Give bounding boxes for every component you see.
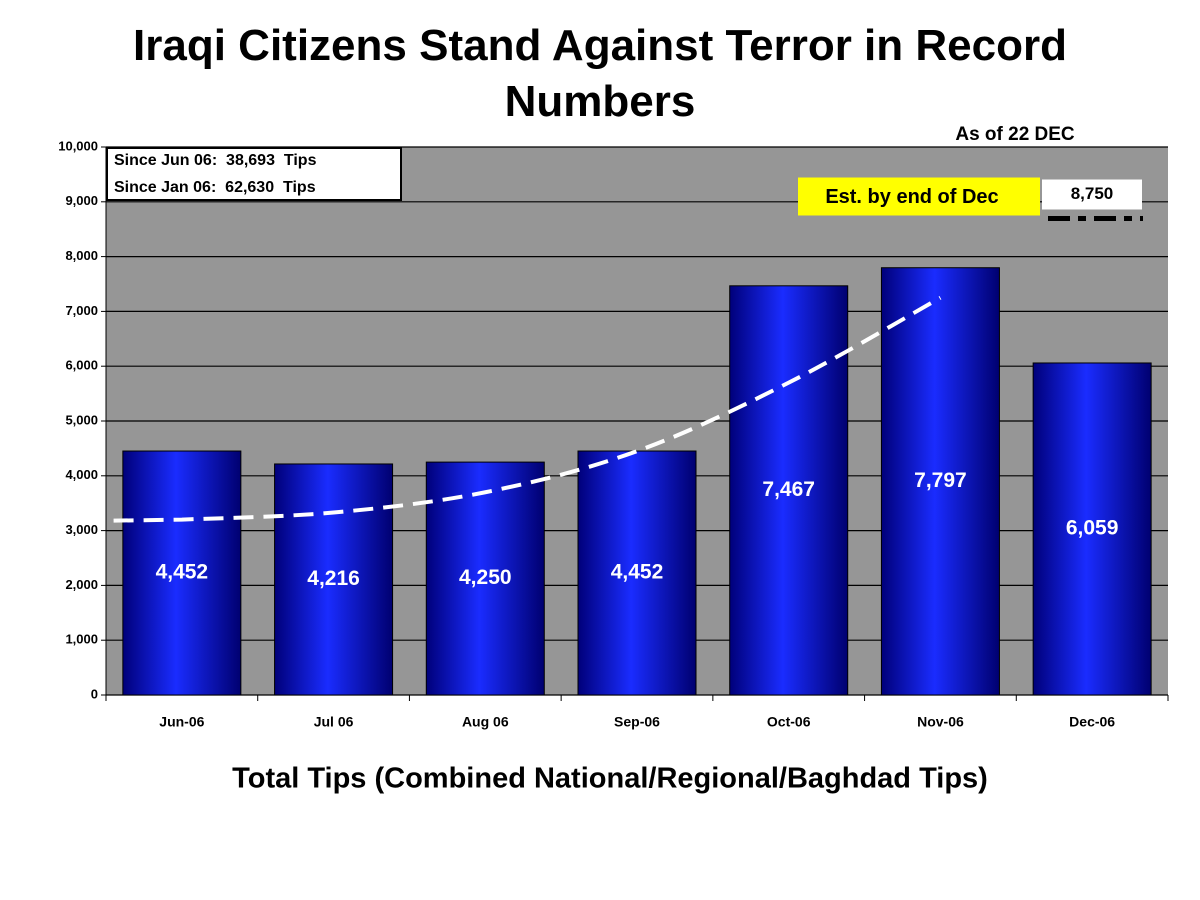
y-tick-label: 9,000 <box>65 193 98 208</box>
bar <box>1032 362 1152 696</box>
x-tick-label: Oct-06 <box>767 714 811 730</box>
estimate-label-box <box>798 177 1040 216</box>
value-label: 4,250 <box>459 566 512 589</box>
x-tick-label: Jun-06 <box>159 714 204 730</box>
value-label: 4,452 <box>611 561 664 584</box>
value-label: 7,467 <box>762 478 815 501</box>
bar <box>577 450 697 696</box>
trend-line <box>113 295 942 523</box>
bar <box>729 285 849 696</box>
bar <box>274 463 394 696</box>
chart-title: Iraqi Citizens Stand Against Terror in R… <box>133 21 1067 126</box>
x-tick-label: Dec-06 <box>1069 714 1115 730</box>
estimate-label: Est. by end of Dec <box>825 186 998 208</box>
x-axis-label: Total Tips (Combined National/Regional/B… <box>232 763 988 795</box>
y-tick-label: 7,000 <box>65 303 98 318</box>
annotation: Since Jan 06: 62,630 Tips <box>114 179 316 196</box>
value-label: 7,797 <box>914 469 967 492</box>
y-tick-label: 10,000 <box>58 138 98 153</box>
estimate-value-box <box>1042 179 1142 210</box>
y-tick-label: 6,000 <box>65 358 98 373</box>
annotation-box <box>106 147 402 201</box>
value-label: 6,059 <box>1066 517 1119 540</box>
annotation: Since Jun 06: 38,693 Tips <box>114 152 317 169</box>
x-tick-label: Nov-06 <box>917 714 964 730</box>
bar <box>880 267 1000 696</box>
y-tick-label: 8,000 <box>65 248 98 263</box>
y-tick-label: 4,000 <box>65 467 98 482</box>
y-tick-label: 1,000 <box>65 632 98 647</box>
x-tick-label: Jul 06 <box>314 714 354 730</box>
y-tick-label: 0 <box>91 686 98 701</box>
x-tick-label: Sep-06 <box>614 714 660 730</box>
y-tick-label: 3,000 <box>65 522 98 537</box>
x-tick-label: Aug 06 <box>462 714 509 730</box>
estimate-value-label: 8,750 <box>1071 184 1114 203</box>
subtitle: As of 22 DEC <box>955 124 1075 145</box>
value-label: 4,452 <box>156 561 209 584</box>
y-tick-label: 2,000 <box>65 577 98 592</box>
value-label: 4,216 <box>307 567 360 590</box>
bar <box>122 450 242 696</box>
y-tick-label: 5,000 <box>65 412 98 427</box>
